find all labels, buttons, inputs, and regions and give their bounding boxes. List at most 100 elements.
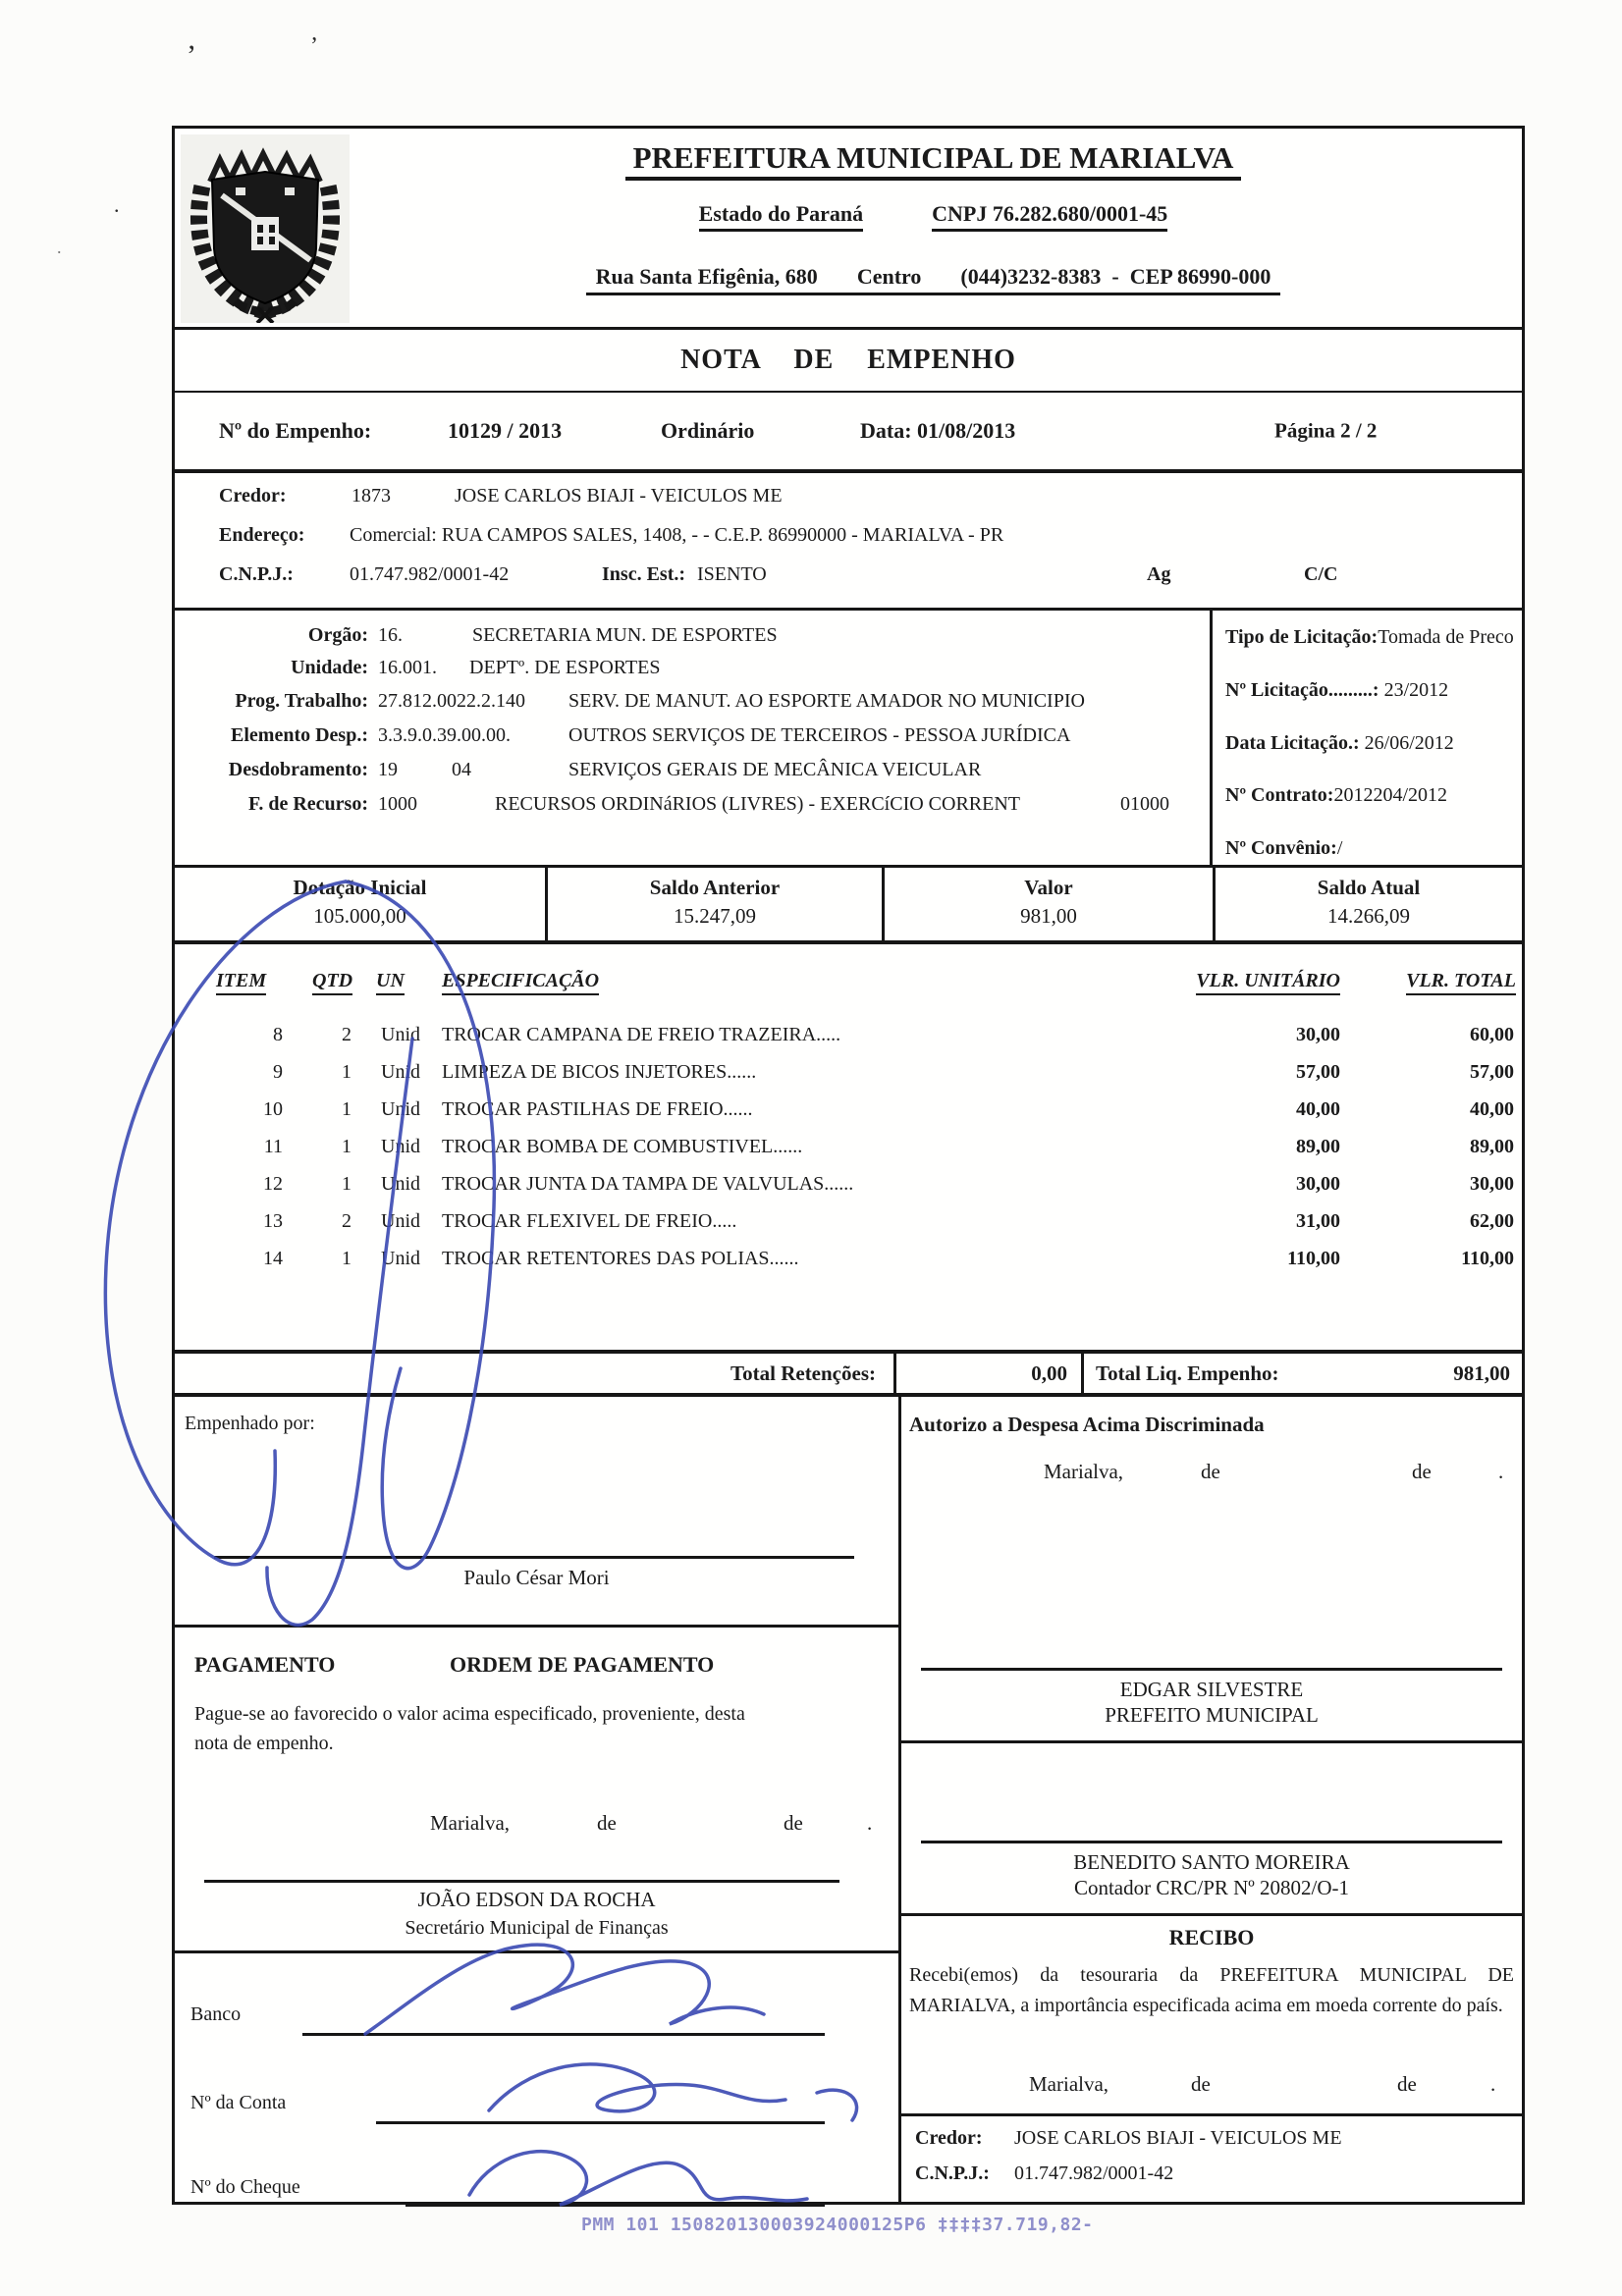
bidding-number-value: 23/2012 bbox=[1383, 679, 1449, 701]
bidding-info-box: Tipo de Licitação:Tomada de Preco Nº Lic… bbox=[1210, 611, 1522, 865]
orgao-code: 16. bbox=[378, 624, 403, 646]
balance-value: 981,00 bbox=[1020, 904, 1077, 928]
city-date-line-de: de bbox=[597, 1811, 617, 1835]
cell-vt: 57,00 bbox=[1470, 1061, 1514, 1083]
fonte-recurso-desc: RECURSOS ORDINáRIOS (LIVRES) - EXERCíCIO… bbox=[495, 793, 1021, 815]
balance-cell-valor: Valor 981,00 bbox=[885, 868, 1216, 940]
empenhado-por-label: Empenhado por: bbox=[185, 1413, 315, 1434]
state-registration-value: ISENTO bbox=[697, 563, 767, 585]
signature-line bbox=[921, 1841, 1502, 1843]
stray-mark: ’ bbox=[187, 39, 196, 72]
table-row: 13 2 Unid TROCAR FLEXIVEL DE FREIO..... 31,0… bbox=[175, 1210, 1522, 1238]
unidade-desc: DEPTº. DE ESPORTES bbox=[469, 657, 661, 678]
balances-row: Dotação Inicial 105.000,00 Saldo Anterio… bbox=[175, 868, 1522, 944]
cell-vt: 62,00 bbox=[1470, 1210, 1514, 1232]
district-label: Centro bbox=[856, 264, 922, 289]
document-title-band: NOTA DE EMPENHO bbox=[175, 330, 1522, 393]
col-vlr-total: VLR. TOTAL bbox=[1406, 970, 1516, 995]
cell-qtd: 2 bbox=[342, 1024, 351, 1045]
table-row: 12 1 Unid TROCAR JUNTA DA TAMPA DE VALVULAS… bbox=[175, 1173, 1522, 1201]
cell-item: 12 bbox=[263, 1173, 283, 1195]
table-row: 9 1 Unid LIMPEZA DE BICOS INJETORES...... 57… bbox=[175, 1061, 1522, 1089]
page-number: Página 2 / 2 bbox=[1274, 418, 1378, 443]
empenho-number-value: 10129 / 2013 bbox=[448, 418, 563, 443]
fonte-recurso-extra-code: 01000 bbox=[1120, 793, 1169, 815]
footer-creditor-name: JOSE CARLOS BIAJI - VEICULOS ME bbox=[1014, 2127, 1342, 2149]
ordem-pagamento-heading: ORDEM DE PAGAMENTO bbox=[450, 1652, 715, 1677]
creditor-label: Credor: bbox=[219, 485, 287, 507]
cell-un: Unid bbox=[381, 1136, 420, 1157]
fonte-recurso-code: 1000 bbox=[378, 793, 417, 815]
cheque-label: Nº do Cheque bbox=[190, 2176, 300, 2198]
coat-of-arms-icon bbox=[190, 147, 340, 325]
agreement-number-value: / bbox=[1336, 837, 1343, 859]
stray-mark: ’ bbox=[310, 33, 318, 59]
banco-label: Banco bbox=[190, 2003, 242, 2025]
cell-un: Unid bbox=[381, 1173, 420, 1195]
balance-label: Saldo Atual bbox=[1317, 876, 1421, 899]
bidding-date-label: Data Licitação.: bbox=[1225, 732, 1360, 754]
bidding-number-label: Nº Licitação.........: bbox=[1225, 679, 1379, 701]
cell-vu: 40,00 bbox=[1296, 1098, 1340, 1120]
table-row: 8 2 Unid TROCAR CAMPANA DE FREIO TRAZEIRA..… bbox=[175, 1024, 1522, 1051]
city-date-line-dot: . bbox=[1490, 2072, 1496, 2096]
pagamento-heading: PAGAMENTO bbox=[194, 1652, 336, 1677]
cell-desc: TROCAR CAMPANA DE FREIO TRAZEIRA..... bbox=[442, 1024, 841, 1045]
signatures-section: Empenhado por: Paulo César Mori PAGAMENT… bbox=[175, 1397, 1522, 2207]
creditor-cnpj: 01.747.982/0001-42 bbox=[350, 563, 510, 585]
section-divider bbox=[901, 1740, 1522, 1743]
footer-cnpj-value: 01.747.982/0001-42 bbox=[1014, 2163, 1174, 2184]
cell-desc: TROCAR PASTILHAS DE FREIO...... bbox=[442, 1098, 753, 1120]
unidade-label: Unidade: bbox=[291, 657, 368, 678]
creditor-name: JOSE CARLOS BIAJI - VEICULOS ME bbox=[455, 485, 783, 507]
creditor-address: Comercial: RUA CAMPOS SALES, 1408, - - C… bbox=[350, 524, 1004, 546]
cnpj-label: CNPJ 76.282.680/0001-45 bbox=[932, 201, 1168, 232]
cell-un: Unid bbox=[381, 1248, 420, 1269]
prog-trabalho-desc: SERV. DE MANUT. AO ESPORTE AMADOR NO MUN… bbox=[568, 690, 1085, 712]
cell-qtd: 1 bbox=[342, 1136, 351, 1157]
empenho-number-label: Nº do Empenho: bbox=[219, 418, 372, 443]
cell-desc: LIMPEZA DE BICOS INJETORES...... bbox=[442, 1061, 757, 1083]
budget-section: Orgão: 16. SECRETARIA MUN. DE ESPORTES U… bbox=[175, 611, 1522, 868]
city-date-line-de: de bbox=[1412, 1460, 1432, 1483]
cell-vt: 89,00 bbox=[1470, 1136, 1514, 1157]
cell-vu: 31,00 bbox=[1296, 1210, 1340, 1232]
section-divider bbox=[901, 2113, 1522, 2116]
cell-item: 9 bbox=[273, 1061, 283, 1083]
cell-vu: 30,00 bbox=[1296, 1024, 1340, 1045]
bidding-type-label: Tipo de Licitação: bbox=[1225, 626, 1379, 648]
cell-vu: 89,00 bbox=[1296, 1136, 1340, 1157]
cell-item: 14 bbox=[263, 1248, 283, 1269]
cell-vu: 57,00 bbox=[1296, 1061, 1340, 1083]
cell-vu: 30,00 bbox=[1296, 1173, 1340, 1195]
creditor-address-label: Endereço: bbox=[219, 524, 305, 546]
stray-mark: . bbox=[57, 238, 62, 257]
header-subline-state: Estado do Paraná CNPJ 76.282.680/0001-45 bbox=[356, 201, 1510, 232]
cell-qtd: 1 bbox=[342, 1098, 351, 1120]
recibo-text: Recebi(emos) da tesouraria da PREFEITURA… bbox=[909, 1964, 1514, 2016]
conta-fill-line bbox=[376, 2121, 825, 2124]
cell-desc: TROCAR BOMBA DE COMBUSTIVEL...... bbox=[442, 1136, 803, 1157]
balance-value: 14.266,09 bbox=[1327, 904, 1410, 928]
autorizo-heading: Autorizo a Despesa Acima Discriminada bbox=[909, 1413, 1265, 1436]
city-date-line-dot: . bbox=[867, 1811, 873, 1835]
cell-qtd: 1 bbox=[342, 1173, 351, 1195]
total-retencoes-value: 0,00 bbox=[1031, 1361, 1067, 1385]
cell-desc: TROCAR RETENTORES DAS POLIAS...... bbox=[442, 1248, 799, 1269]
table-row: 14 1 Unid TROCAR RETENTORES DAS POLIAS.....… bbox=[175, 1248, 1522, 1275]
desdobramento-label: Desdobramento: bbox=[228, 759, 368, 780]
column-divider bbox=[898, 1397, 901, 2202]
orgao-desc: SECRETARIA MUN. DE ESPORTES bbox=[472, 624, 778, 646]
balance-cell-saldo-anterior: Saldo Anterior 15.247,09 bbox=[548, 868, 885, 940]
city-date-line-city: Marialva, bbox=[430, 1811, 511, 1835]
city-date-line-city: Marialva, bbox=[1029, 2072, 1109, 2096]
cell-qtd: 1 bbox=[342, 1248, 351, 1269]
street-address: Rua Santa Efigênia, 680 bbox=[595, 264, 818, 289]
desdobramento-code: 19 bbox=[378, 759, 398, 780]
cell-un: Unid bbox=[381, 1024, 420, 1045]
city-date-line-dot: . bbox=[1498, 1460, 1504, 1483]
table-row: 10 1 Unid TROCAR PASTILHAS DE FREIO...... 40… bbox=[175, 1098, 1522, 1126]
balance-cell-dotacao: Dotação Inicial 105.000,00 bbox=[175, 868, 548, 940]
state-registration-label: Insc. Est.: bbox=[602, 563, 686, 585]
